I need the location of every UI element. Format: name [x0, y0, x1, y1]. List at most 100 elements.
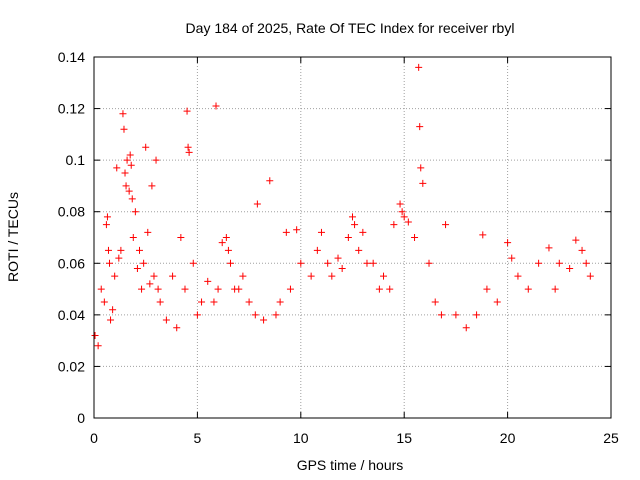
- roti-point: [344, 234, 352, 241]
- y-tick-label: 0.06: [58, 255, 85, 271]
- roti-point: [121, 169, 129, 177]
- roti-point: [272, 311, 280, 319]
- roti-point: [210, 298, 218, 306]
- roti-point: [226, 259, 234, 267]
- roti-point: [181, 285, 189, 293]
- roti-point: [183, 107, 191, 115]
- roti-point: [146, 280, 154, 288]
- roti-point: [404, 218, 412, 226]
- roti-point: [148, 182, 156, 190]
- roti-point: [514, 272, 522, 280]
- roti-point: [106, 259, 114, 267]
- roti-point: [415, 63, 423, 71]
- roti-point: [235, 285, 243, 293]
- roti-point: [462, 324, 470, 332]
- roti-point: [307, 272, 315, 280]
- roti-point: [245, 298, 253, 306]
- roti-point: [483, 285, 491, 293]
- roti-point: [282, 228, 290, 236]
- roti-point: [266, 177, 274, 185]
- roti-point: [103, 213, 111, 221]
- roti-point: [442, 221, 450, 229]
- roti-point: [251, 311, 259, 319]
- roti-point: [113, 164, 121, 172]
- roti-point: [437, 311, 445, 319]
- y-tick-label: 0.04: [58, 307, 85, 323]
- roti-point: [115, 254, 123, 262]
- roti-point: [177, 234, 185, 241]
- roti-point: [419, 179, 427, 187]
- roti-point: [133, 264, 141, 272]
- roti-point: [535, 259, 543, 267]
- roti-point: [417, 164, 425, 172]
- roti-point: [328, 272, 336, 280]
- roti-point: [313, 246, 321, 254]
- roti-point: [140, 259, 148, 267]
- y-tick-label: 0.08: [58, 204, 85, 220]
- roti-point: [297, 259, 305, 267]
- roti-point: [363, 259, 371, 267]
- y-tick-label: 0.1: [66, 152, 86, 168]
- roti-point: [260, 316, 268, 324]
- roti-point: [107, 316, 115, 324]
- roti-point: [276, 298, 284, 306]
- roti-point: [144, 228, 152, 236]
- y-tick-label: 0.14: [58, 49, 85, 65]
- roti-point: [173, 324, 181, 332]
- roti-point: [359, 228, 367, 236]
- roti-point: [117, 246, 125, 254]
- roti-point: [504, 239, 512, 247]
- roti-point: [286, 285, 294, 293]
- roti-point: [317, 228, 325, 236]
- x-tick-labels: 0 5 10 15 20 25: [90, 430, 619, 446]
- roti-point: [169, 272, 177, 280]
- roti-point: [351, 221, 359, 229]
- x-axis-label: GPS time / hours: [297, 457, 404, 473]
- x-tick-label: 5: [194, 430, 202, 446]
- roti-point: [156, 298, 164, 306]
- roti-point: [135, 246, 143, 254]
- y-tick-label: 0: [77, 410, 85, 426]
- roti-point: [400, 213, 408, 221]
- roti-point: [184, 143, 192, 151]
- roti-point: [355, 246, 363, 254]
- y-tick-label: 0.12: [58, 101, 85, 117]
- y-tick-label: 0.02: [58, 358, 85, 374]
- roti-point: [572, 236, 580, 244]
- roti-point: [398, 208, 406, 216]
- x-tick-label: 25: [603, 430, 619, 446]
- roti-point: [128, 195, 136, 203]
- grid-lines: [94, 57, 611, 418]
- roti-point: [411, 234, 419, 241]
- roti-point: [111, 272, 119, 280]
- roti-point: [138, 285, 146, 293]
- roti-point: [334, 254, 342, 262]
- roti-point: [551, 285, 559, 293]
- roti-point: [431, 298, 439, 306]
- roti-point: [425, 259, 433, 267]
- plot-frame: [93, 56, 612, 419]
- roti-point: [493, 298, 501, 306]
- roti-point: [109, 306, 117, 314]
- roti-point: [473, 311, 481, 319]
- roti-point: [324, 259, 332, 267]
- roti-point: [390, 221, 398, 229]
- roti-point: [97, 285, 105, 293]
- roti-point: [189, 259, 197, 267]
- roti-point: [119, 110, 127, 118]
- roti-point: [204, 277, 212, 285]
- roti-point: [566, 264, 574, 272]
- roti-point: [120, 125, 128, 133]
- roti-point: [122, 182, 130, 190]
- roti-point: [479, 231, 487, 239]
- roti-point: [396, 200, 404, 208]
- x-tick-label: 20: [500, 430, 516, 446]
- roti-point: [545, 244, 553, 252]
- roti-point: [508, 254, 516, 262]
- roti-point: [222, 234, 230, 241]
- roti-point: [125, 187, 133, 195]
- roti-point: [123, 156, 131, 164]
- roti-point: [375, 285, 383, 293]
- y-axis-label: ROTI / TECUs: [5, 192, 21, 282]
